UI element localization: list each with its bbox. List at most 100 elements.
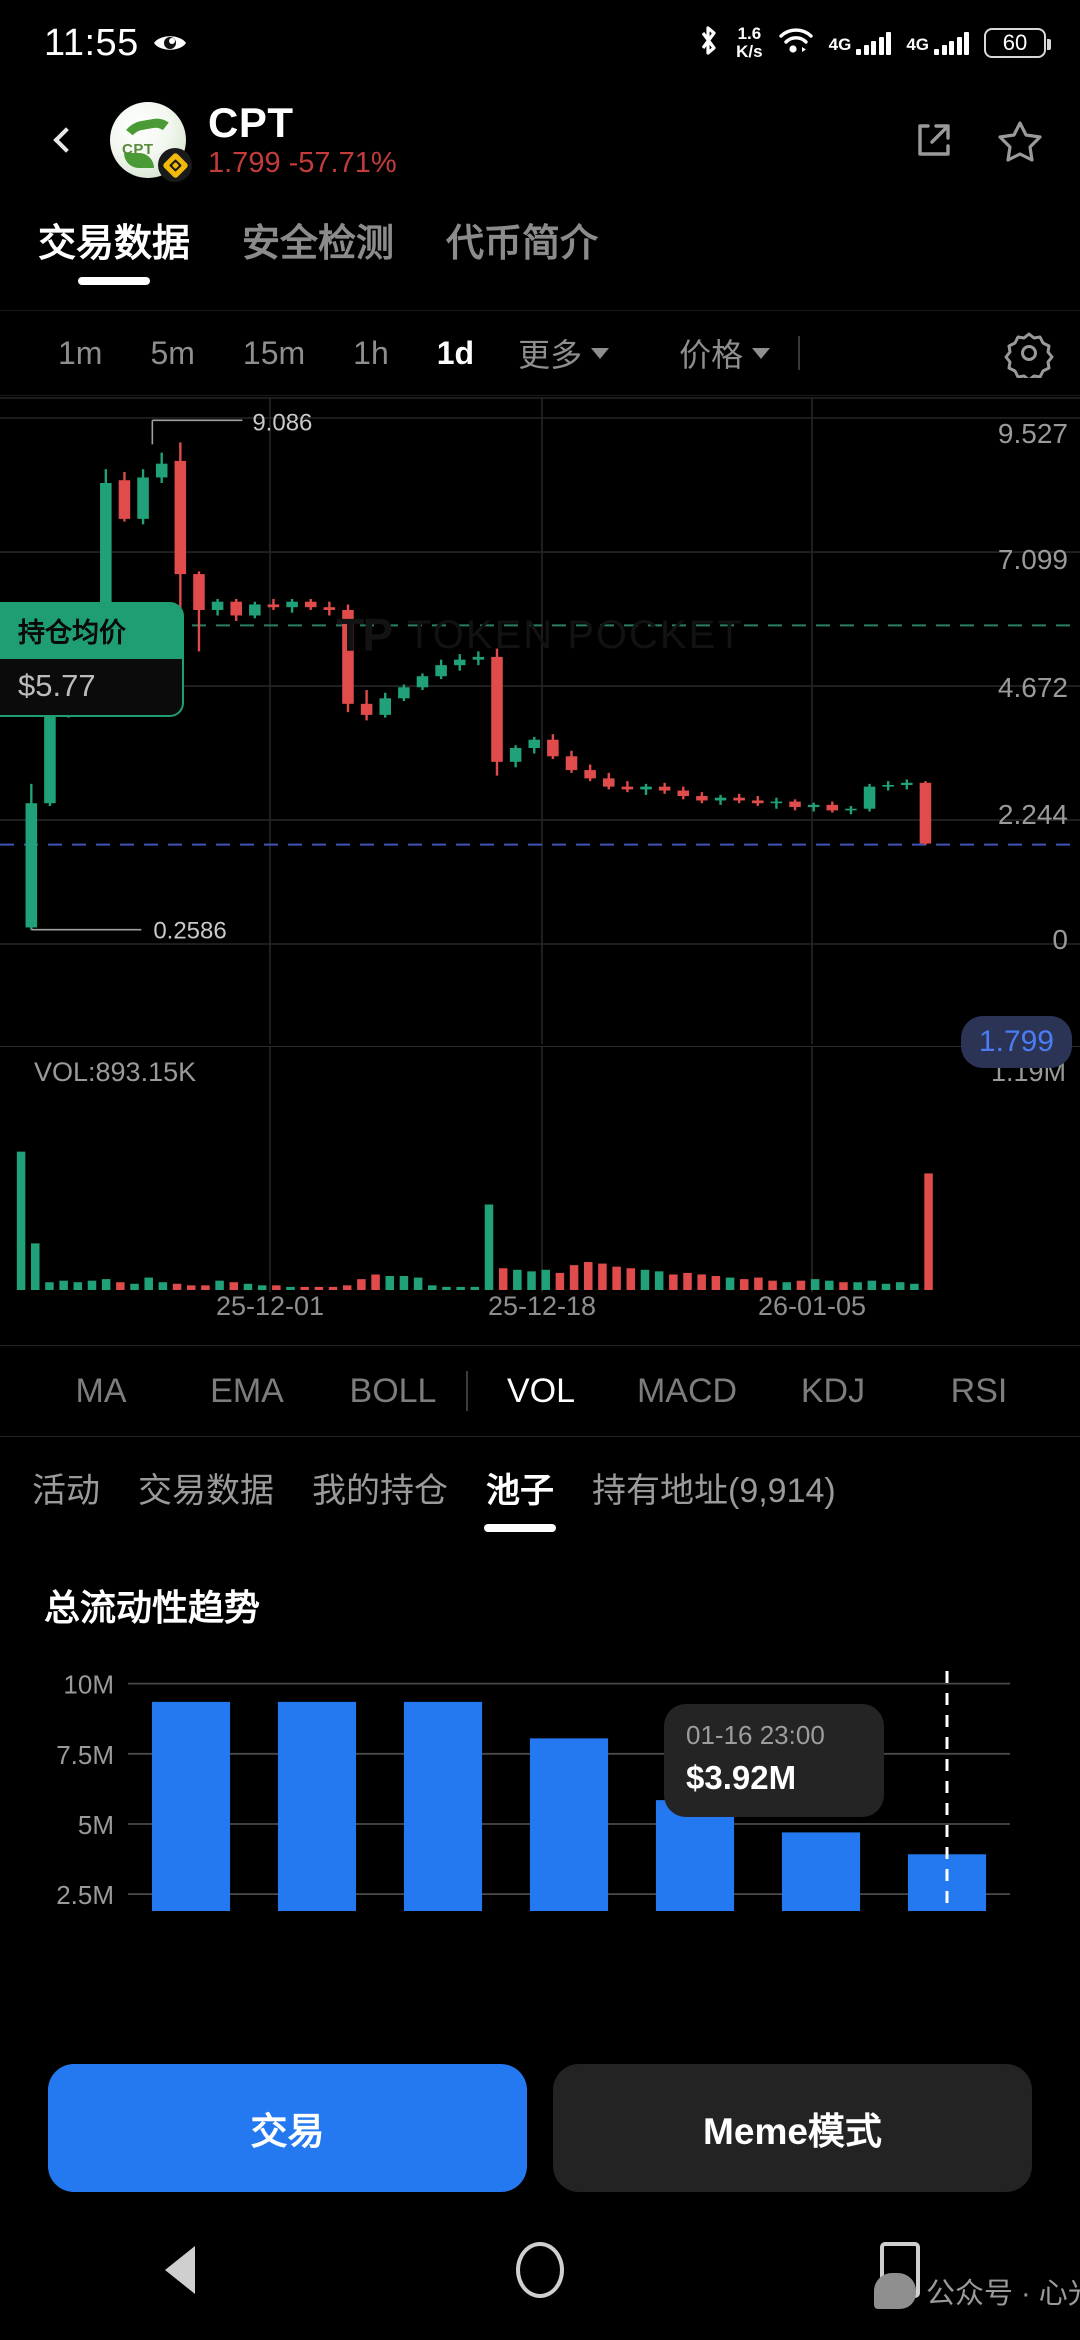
candlestick-canvas: 9.086 0.2586 [0, 397, 1080, 1044]
divider [798, 336, 801, 370]
price-type-label: 价格 [679, 337, 744, 373]
battery-level: 60 [1002, 30, 1028, 55]
subtab-holders[interactable]: 持有地址(9,914) [592, 1472, 836, 1510]
nav-recents-button[interactable]: 公众号 · 心光小舍 [800, 2200, 1080, 2340]
wifi-icon [778, 27, 814, 60]
meme-mode-button[interactable]: Meme模式 [553, 2064, 1032, 2192]
main-tabs: 交易数据 安全检测 代币简介 [0, 194, 1080, 310]
subtab-trade-data[interactable]: 交易数据 [138, 1472, 274, 1510]
trade-button[interactable]: 交易 [48, 2064, 527, 2192]
liquidity-canvas: 10M 7.5M 5M 2.5M [56, 1670, 1010, 1911]
tokenpocket-watermark: TP TOKEN POCKET [336, 608, 743, 662]
svg-text:0.2586: 0.2586 [153, 918, 226, 945]
x-label-2: 26-01-05 [757, 1291, 867, 1321]
signal-2-label: 4G [906, 34, 929, 54]
bnb-chain-icon [158, 148, 192, 182]
wechat-watermark: 公众号 · 心光小舍 [874, 2270, 1080, 2312]
subtab-pool[interactable]: 池子 [486, 1463, 554, 1532]
timeframe-5m[interactable]: 5m [150, 334, 195, 371]
nav-back-icon [165, 2246, 195, 2294]
divider [466, 1371, 468, 1411]
timeframe-1d[interactable]: 1d [436, 334, 475, 371]
price-type-dropdown[interactable]: 价格 [659, 330, 790, 376]
tab-trade-data[interactable]: 交易数据 [38, 212, 190, 285]
price-y-label-2: 4.672 [997, 672, 1068, 703]
chevron-down-icon [752, 347, 771, 359]
volume-chart[interactable]: VOL:893.15K 1.19M [0, 1046, 1080, 1292]
indicator-boll[interactable]: BOLL [349, 1371, 437, 1410]
indicator-bar: MA EMA BOLL VOL MACD KDJ RSI [0, 1345, 1080, 1437]
wechat-icon [874, 2273, 916, 2309]
indicator-rsi[interactable]: RSI [950, 1371, 1008, 1410]
x-label-1: 25-12-18 [487, 1291, 597, 1321]
chevron-down-icon [591, 347, 610, 359]
indicator-ema[interactable]: EMA [210, 1371, 284, 1410]
coin-logo-text: CPT [122, 141, 154, 158]
timeframe-1h[interactable]: 1h [353, 334, 389, 371]
volume-canvas [16, 1047, 933, 1292]
indicator-ma[interactable]: MA [75, 1371, 127, 1410]
svg-text:10M: 10M [63, 1670, 114, 1700]
network-speed: 1.6 K/s [736, 24, 763, 61]
nav-home-button[interactable] [440, 2200, 640, 2340]
liquidity-tooltip: 01-16 23:00 $3.92M [664, 1704, 884, 1817]
signal-icon-2: 4G [906, 31, 969, 55]
tooltip-time: 01-16 23:00 [686, 1720, 825, 1750]
avg-cost-label: 持仓均价 [0, 602, 184, 659]
tab-security-check[interactable]: 安全检测 [242, 223, 395, 265]
wechat-watermark-text: 公众号 · 心光小舍 [926, 2278, 1080, 2310]
chevron-left-icon [53, 127, 79, 153]
signal-1-label: 4G [828, 34, 852, 54]
timeframe-more-dropdown[interactable]: 更多 [498, 330, 629, 376]
page-header: CPT CPT 1.799 -57.71% [0, 86, 1080, 194]
coin-price-change: 1.799 -57.71% [208, 147, 397, 179]
watermark-text: TOKEN POCKET [407, 612, 744, 657]
watermark-logo: TP [336, 609, 393, 661]
indicator-kdj[interactable]: KDJ [800, 1371, 866, 1410]
back-button[interactable] [40, 114, 92, 166]
coin-price-value: 1.799 [208, 147, 281, 179]
price-y-label-4: 0 [1052, 924, 1068, 955]
share-external-icon[interactable] [910, 116, 958, 164]
svg-text:5M: 5M [78, 1810, 114, 1840]
bluetooth-icon [695, 24, 721, 63]
chart-x-axis: 25-12-01 25-12-18 26-01-05 [0, 1291, 1080, 1345]
volume-label: VOL:893.15K [34, 1057, 197, 1087]
svg-text:9.086: 9.086 [252, 409, 312, 436]
coin-price-change-pct: -57.71% [288, 147, 397, 179]
coin-symbol: CPT [208, 99, 294, 146]
subtab-activity[interactable]: 活动 [32, 1472, 100, 1510]
timeframe-more-label: 更多 [518, 337, 583, 373]
avg-cost-tag: 持仓均价 $5.77 [0, 602, 184, 717]
coin-logo: CPT [110, 102, 192, 182]
timeframe-15m[interactable]: 15m [242, 334, 306, 371]
current-price-badge: 1.799 [960, 1016, 1072, 1068]
eye-icon [153, 31, 187, 55]
timeframe-1m[interactable]: 1m [58, 334, 103, 371]
subtab-my-position[interactable]: 我的持仓 [312, 1472, 448, 1510]
coin-meta: CPT 1.799 -57.71% [208, 99, 397, 180]
x-label-0: 25-12-01 [215, 1291, 325, 1321]
gear-icon[interactable] [1004, 328, 1054, 382]
status-bar: 11:55 1.6 K/s 4G 4G [0, 0, 1080, 86]
price-chart[interactable]: 9.086 0.2586 TP TOKEN POCKET 持仓均价 $5.77 1… [0, 396, 1080, 1068]
nav-back-button[interactable] [80, 2200, 280, 2340]
status-bar-right: 1.6 K/s 4G 4G 60 [695, 24, 1051, 63]
indicator-macd[interactable]: MACD [636, 1371, 738, 1410]
battery-icon: 60 [984, 28, 1051, 58]
tab-token-intro[interactable]: 代币简介 [446, 223, 599, 265]
liquidity-title: 总流动性趋势 [44, 1587, 261, 1628]
svg-text:7.5M: 7.5M [56, 1740, 114, 1770]
indicator-vol[interactable]: VOL [506, 1371, 576, 1410]
price-y-label-1: 7.099 [997, 544, 1068, 575]
timeframe-bar: 1m 5m 15m 1h 1d 更多 价格 [0, 310, 1080, 396]
liquidity-chart[interactable]: 10M 7.5M 5M 2.5M 01-16 23:00 $3.92M [0, 1649, 1080, 1919]
price-y-label-0: 9.527 [997, 418, 1068, 449]
action-buttons: 交易 Meme模式 [0, 2064, 1080, 2192]
header-actions [910, 116, 1044, 164]
star-icon[interactable] [996, 116, 1044, 164]
status-bar-left: 11:55 [44, 22, 187, 65]
status-time: 11:55 [44, 21, 139, 64]
nav-home-icon [516, 2242, 564, 2298]
